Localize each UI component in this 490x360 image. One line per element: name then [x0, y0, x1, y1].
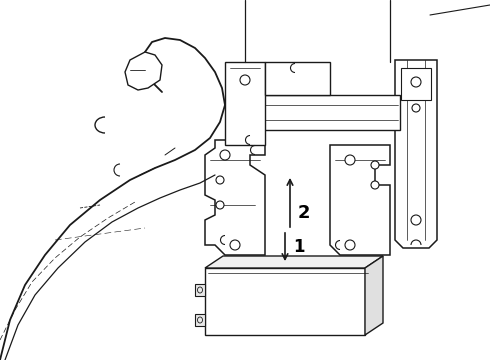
- Polygon shape: [240, 95, 400, 130]
- Polygon shape: [401, 68, 431, 100]
- Circle shape: [411, 215, 421, 225]
- Text: 1: 1: [293, 238, 304, 256]
- Circle shape: [216, 201, 224, 209]
- Circle shape: [371, 161, 379, 169]
- Circle shape: [371, 181, 379, 189]
- Polygon shape: [365, 256, 383, 335]
- Circle shape: [412, 104, 420, 112]
- Polygon shape: [125, 52, 162, 90]
- Polygon shape: [265, 62, 330, 95]
- Polygon shape: [195, 284, 205, 296]
- Polygon shape: [205, 268, 365, 335]
- Circle shape: [220, 150, 230, 160]
- Polygon shape: [225, 62, 265, 145]
- Polygon shape: [330, 145, 390, 255]
- Polygon shape: [395, 60, 437, 248]
- Text: 2: 2: [298, 203, 311, 221]
- Circle shape: [345, 155, 355, 165]
- Polygon shape: [195, 314, 205, 326]
- Circle shape: [411, 77, 421, 87]
- Polygon shape: [205, 140, 265, 255]
- Circle shape: [240, 75, 250, 85]
- Polygon shape: [205, 256, 383, 268]
- Circle shape: [230, 240, 240, 250]
- Circle shape: [345, 240, 355, 250]
- Circle shape: [216, 176, 224, 184]
